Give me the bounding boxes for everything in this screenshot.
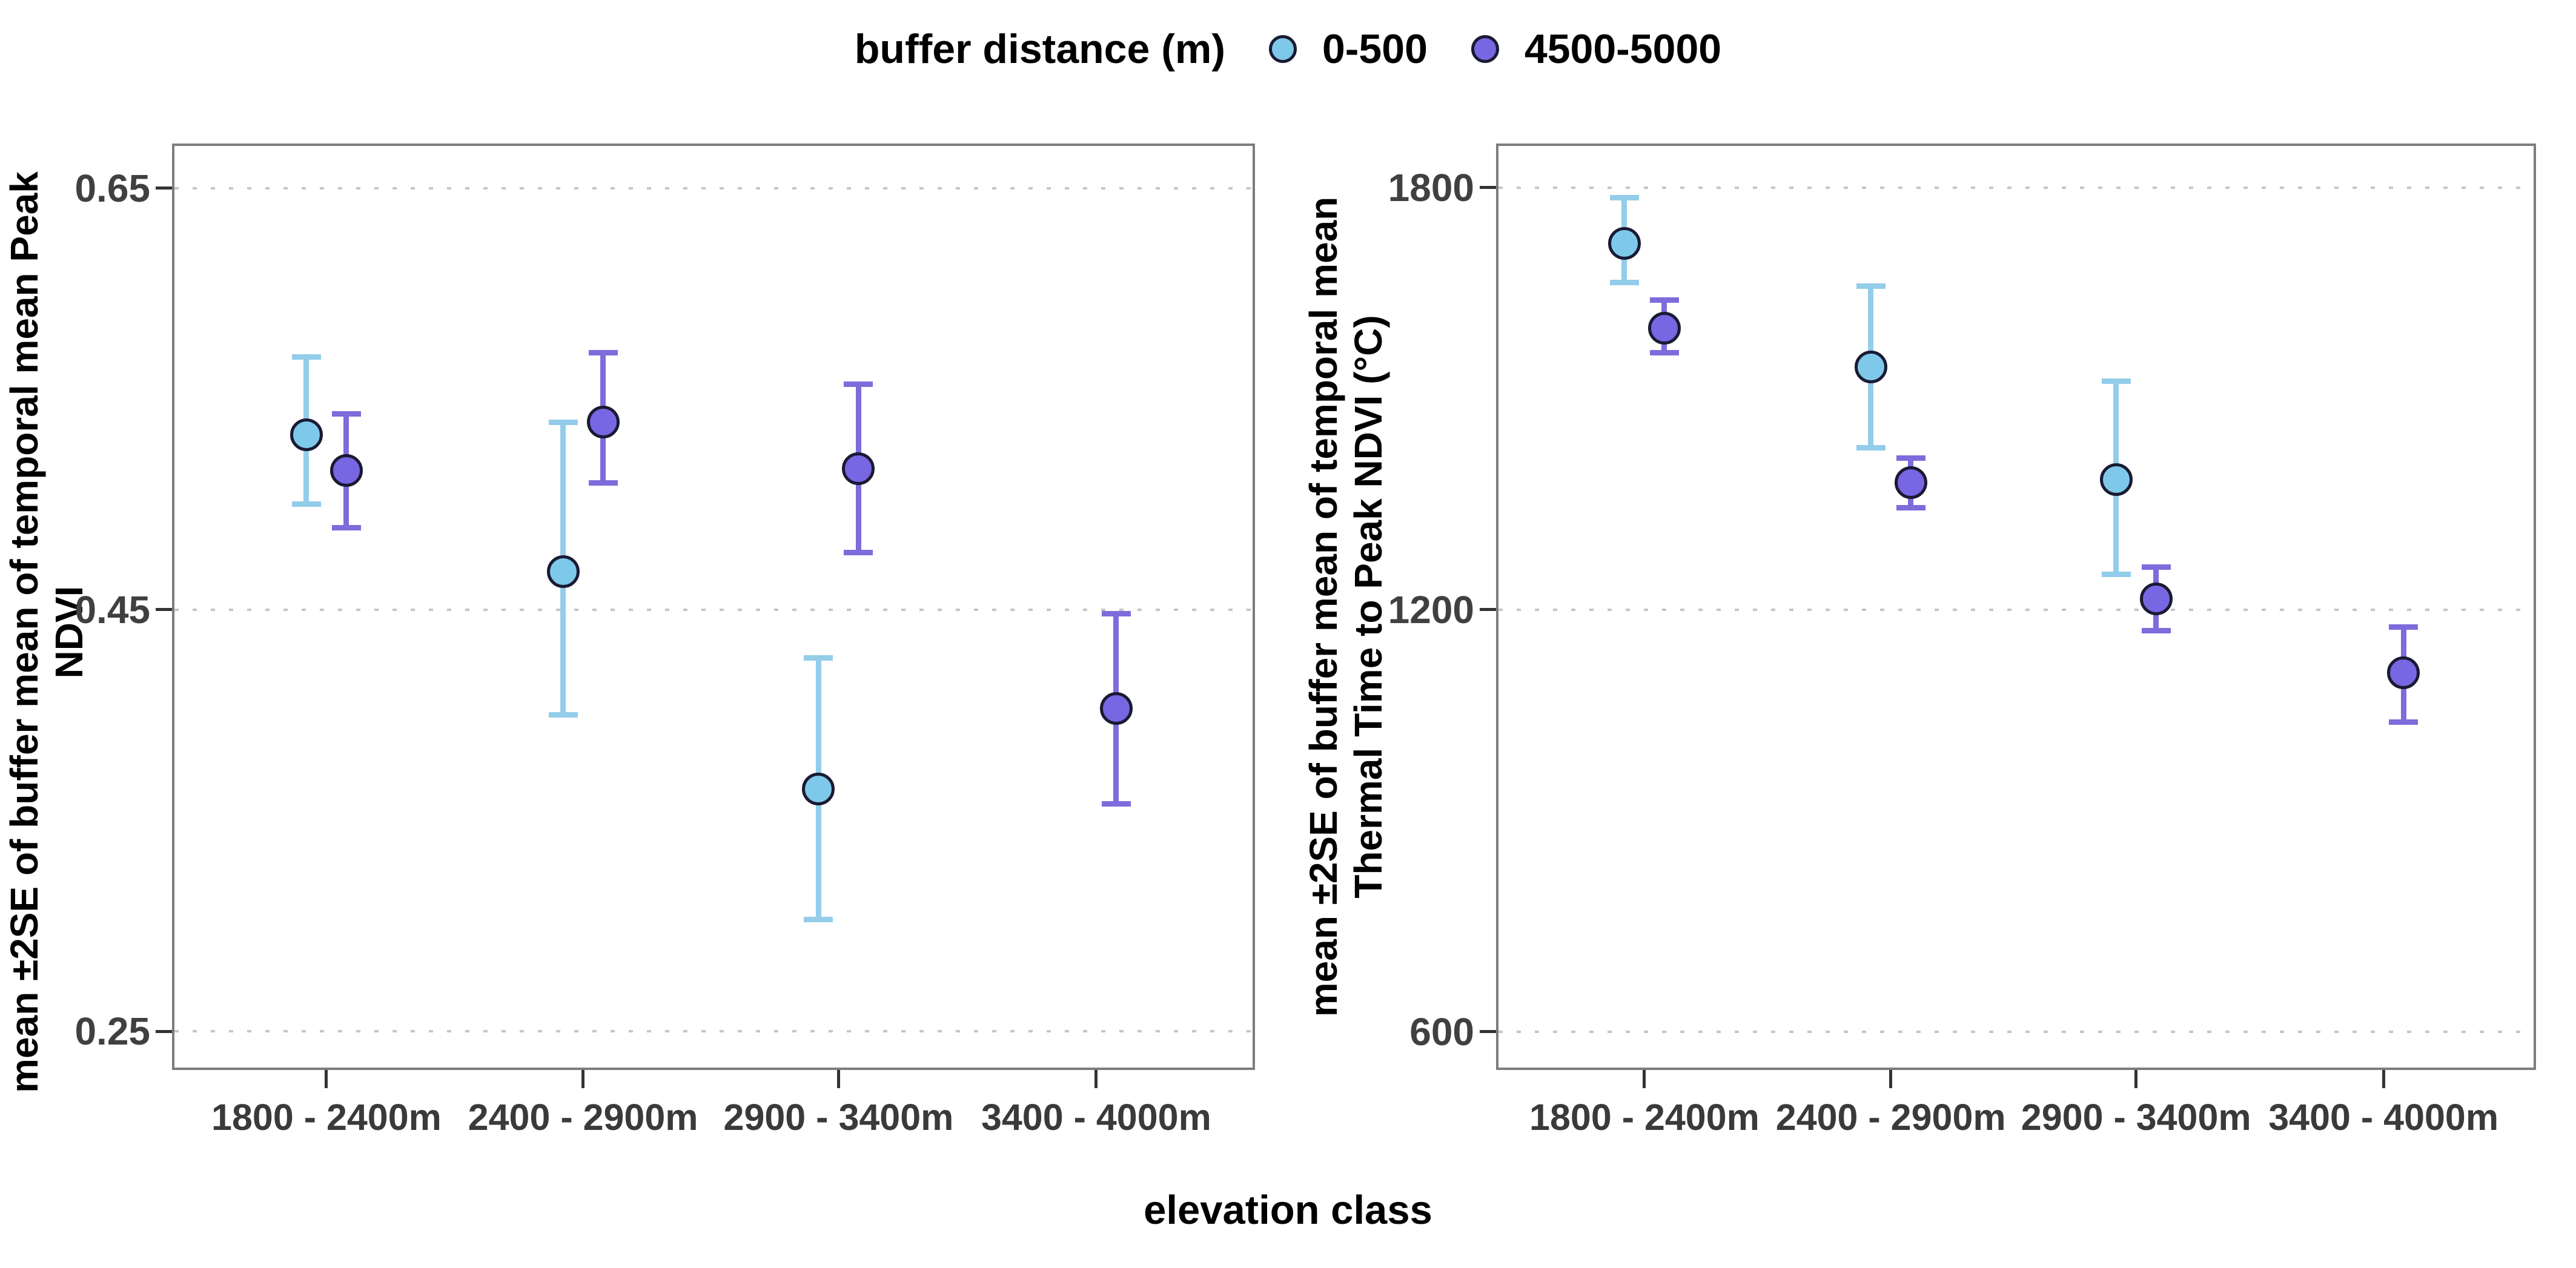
gridline [1498,608,2534,611]
legend-item-4500-5000: 4500-5000 [1471,25,1721,73]
y-tick-mark [1480,186,1496,190]
error-bar-cap-top [1896,455,1925,461]
x-tick-label: 3400 - 4000m [2268,1097,2499,1138]
legend-item-label: 0-500 [1322,26,1428,72]
error-bar-cap-bottom [331,524,361,530]
x-tick-mark [581,1070,585,1088]
x-tick-label: 2900 - 3400m [2021,1097,2251,1138]
legend: buffer distance (m) 0-500 4500-5000 [0,25,2576,73]
x-tick-label: 2400 - 2900m [1775,1097,2006,1138]
y-tick-label: 0.65 [74,166,150,210]
x-tick-mark [2134,1070,2138,1088]
x-tick-label: 1800 - 2400m [1529,1097,1760,1138]
error-bar-cap-top [2389,624,2419,630]
x-axis-title: elevation class [1144,1187,1432,1233]
x-tick-mark [2382,1070,2385,1088]
plot-panel-thermal-time: 1800 1200 600 1800 - 2400m 2400 - 2900m 2900 … [1388,144,2536,1136]
data-point-0-500-2900 - 3400m [2099,463,2133,496]
legend-item-0-500: 0-500 [1268,25,1428,73]
x-tick-mark [325,1070,328,1088]
error-bar-cap-top [548,419,578,425]
error-bar-cap-top [1101,611,1131,617]
y-axis-title-left: mean ±2SE of buffer mean of temporal mea… [2,171,91,1093]
error-bar-cap-top [2101,378,2131,384]
error-bar-cap-bottom [2389,719,2419,725]
y-tick-mark [1480,608,1496,612]
error-bar-cap-bottom [588,480,618,486]
error-bar-cap-bottom [291,501,321,507]
error-bar-cap-bottom [804,917,833,923]
x-tick-label: 3400 - 4000m [981,1097,1211,1138]
gridline [1498,1030,2534,1033]
x-tick-label: 2900 - 3400m [723,1097,954,1138]
error-bar-cap-bottom [548,712,578,718]
error-bar-cap-top [804,655,833,661]
error-bar-cap-bottom [2141,627,2171,633]
error-bar-cap-top [1856,283,1886,289]
y-tick-label: 0.25 [74,1009,150,1054]
data-point-4500-5000-2400 - 2900m [1894,466,1927,500]
error-bar-cap-bottom [1609,279,1639,285]
data-point-4500-5000-3400 - 4000m [1099,692,1133,725]
data-point-4500-5000-1800 - 2400m [1647,311,1681,345]
error-bar-cap-bottom [1649,350,1679,356]
gridline [174,1030,1253,1033]
plot-panel-peak-ndvi: 0.65 0.45 0.25 1800 - 2400m 2400 - 2900m 2900… [74,144,1255,1136]
data-point-0-500-2900 - 3400m [802,772,835,805]
data-point-0-500-2400 - 2900m [546,555,580,589]
data-point-4500-5000-2400 - 2900m [586,406,620,439]
data-point-0-500-2400 - 2900m [1854,350,1887,383]
y-tick-mark [156,187,172,190]
x-tick-label: 1800 - 2400m [211,1097,442,1138]
x-tick-label: 2400 - 2900m [468,1097,698,1138]
error-bar-cap-top [2141,564,2171,570]
data-point-4500-5000-1800 - 2400m [329,454,363,487]
legend-key-circle-icon [1471,35,1499,63]
error-bar-cap-top [844,381,873,387]
error-bar-cap-top [1609,195,1639,201]
legend-key-circle-icon [1268,35,1297,63]
y-tick-mark [156,608,172,612]
data-point-4500-5000-2900 - 3400m [842,452,875,485]
y-tick-label: 600 [1409,1009,1474,1054]
error-bar-cap-top [331,411,361,417]
data-point-0-500-1800 - 2400m [1608,227,1641,260]
data-point-4500-5000-3400 - 4000m [2387,656,2420,690]
x-tick-mark [1889,1070,1893,1088]
data-point-0-500-1800 - 2400m [290,418,323,451]
error-bar-cap-top [291,354,321,360]
y-tick-label: 1200 [1388,587,1474,632]
y-tick-label: 0.45 [74,587,150,632]
y-tick-mark [156,1029,172,1033]
error-bar-cap-bottom [1101,801,1131,807]
x-tick-mark [1643,1070,1646,1088]
x-tick-mark [836,1070,840,1088]
error-bar-cap-bottom [1896,504,1925,510]
legend-title: buffer distance (m) [854,26,1225,72]
legend-item-label: 4500-5000 [1524,26,1722,72]
error-bar-cap-bottom [1856,444,1886,451]
x-tick-mark [1094,1070,1098,1088]
gridline [1498,186,2534,189]
gridline [174,187,1253,190]
error-bar-cap-top [1649,297,1679,303]
y-tick-label: 1800 [1388,165,1474,210]
error-bar-cap-top [588,349,618,355]
gridline [174,608,1253,611]
error-bar-cap-bottom [2101,571,2131,577]
y-tick-mark [1480,1030,1496,1034]
error-bar-cap-bottom [844,550,873,556]
data-point-4500-5000-2900 - 3400m [2139,583,2173,616]
